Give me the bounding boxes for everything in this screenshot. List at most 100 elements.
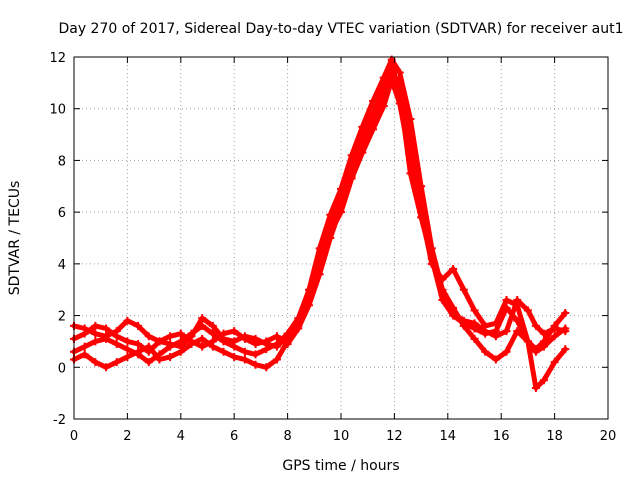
data-point bbox=[523, 306, 532, 315]
data-point bbox=[187, 340, 196, 349]
y-tick-label: 0 bbox=[58, 361, 66, 376]
data-point bbox=[230, 327, 239, 336]
data-point bbox=[198, 334, 207, 343]
data-point bbox=[449, 265, 458, 274]
data-point bbox=[91, 337, 100, 346]
data-point bbox=[134, 321, 143, 330]
data-point bbox=[406, 156, 415, 165]
data-point bbox=[102, 334, 111, 343]
data-point bbox=[379, 73, 388, 82]
data-point bbox=[294, 321, 303, 330]
data-point bbox=[123, 345, 132, 354]
data-point bbox=[262, 363, 271, 372]
x-tick-label: 16 bbox=[493, 429, 510, 444]
data-point bbox=[198, 321, 207, 330]
data-point bbox=[155, 355, 164, 364]
series-line bbox=[71, 77, 568, 391]
data-point bbox=[187, 329, 196, 338]
data-point bbox=[513, 327, 522, 336]
data-point bbox=[198, 314, 207, 323]
y-tick-label: -2 bbox=[53, 413, 66, 428]
data-point bbox=[427, 259, 436, 268]
data-point bbox=[240, 334, 249, 343]
data-point bbox=[438, 275, 447, 284]
data-point bbox=[315, 244, 324, 253]
data-point bbox=[251, 350, 260, 359]
data-point bbox=[198, 342, 207, 351]
data-point bbox=[80, 350, 89, 359]
data-point bbox=[459, 321, 468, 330]
data-point bbox=[240, 347, 249, 356]
data-point bbox=[262, 345, 271, 354]
data-point bbox=[539, 376, 548, 385]
data-point bbox=[102, 324, 111, 333]
data-point bbox=[561, 345, 570, 354]
data-point bbox=[449, 303, 458, 312]
data-point bbox=[358, 122, 367, 131]
x-tick-label: 18 bbox=[546, 429, 563, 444]
x-tick-label: 20 bbox=[600, 429, 617, 444]
data-point bbox=[531, 383, 540, 392]
series-trace-3 bbox=[70, 55, 570, 367]
data-point bbox=[470, 319, 479, 328]
data-point bbox=[387, 68, 396, 77]
data-point bbox=[539, 342, 548, 351]
data-point bbox=[395, 99, 404, 108]
series-trace-1 bbox=[70, 60, 570, 354]
data-point bbox=[531, 347, 540, 356]
data-point bbox=[417, 208, 426, 217]
data-point bbox=[337, 184, 345, 193]
data-point bbox=[438, 285, 447, 294]
data-point bbox=[481, 321, 490, 330]
data-point bbox=[491, 332, 500, 341]
data-point bbox=[459, 285, 468, 294]
x-tick-label: 6 bbox=[230, 429, 238, 444]
data-point bbox=[531, 321, 540, 330]
data-point bbox=[379, 102, 388, 111]
data-point bbox=[251, 340, 260, 349]
data-point bbox=[347, 174, 356, 183]
data-point bbox=[337, 208, 345, 217]
data-point bbox=[502, 327, 511, 336]
data-point bbox=[80, 342, 89, 351]
data-point bbox=[315, 259, 324, 268]
data-point bbox=[262, 337, 271, 346]
data-point bbox=[550, 324, 559, 333]
data-point bbox=[166, 342, 175, 351]
data-point bbox=[369, 96, 378, 105]
x-tick-label: 10 bbox=[333, 429, 350, 444]
x-tick-label: 12 bbox=[386, 429, 403, 444]
data-point bbox=[272, 332, 281, 341]
data-point bbox=[91, 358, 100, 367]
data-point bbox=[358, 148, 367, 157]
data-point bbox=[502, 296, 511, 305]
x-tick-label: 4 bbox=[177, 429, 185, 444]
x-tick-label: 0 bbox=[70, 429, 78, 444]
data-point bbox=[123, 352, 132, 361]
series-trace-4 bbox=[70, 76, 570, 392]
data-point bbox=[230, 352, 239, 361]
data-point bbox=[387, 76, 396, 85]
data-point bbox=[230, 342, 239, 351]
data-point bbox=[513, 301, 522, 310]
data-point bbox=[123, 337, 132, 346]
x-tick-label: 8 bbox=[283, 429, 291, 444]
y-tick-label: 4 bbox=[58, 258, 66, 273]
data-point bbox=[208, 342, 217, 351]
data-point bbox=[134, 340, 143, 349]
x-tick-label: 14 bbox=[440, 429, 457, 444]
data-point bbox=[112, 332, 121, 341]
data-point bbox=[80, 329, 89, 338]
series-line bbox=[71, 57, 568, 365]
data-point bbox=[272, 340, 281, 349]
data-point bbox=[326, 210, 335, 219]
data-point bbox=[369, 125, 378, 134]
data-point bbox=[550, 358, 559, 367]
data-point bbox=[561, 324, 570, 333]
y-tick-label: 6 bbox=[58, 206, 66, 221]
data-point bbox=[112, 358, 121, 367]
data-point bbox=[539, 329, 548, 338]
data-point bbox=[208, 329, 217, 338]
data-point bbox=[219, 347, 228, 356]
